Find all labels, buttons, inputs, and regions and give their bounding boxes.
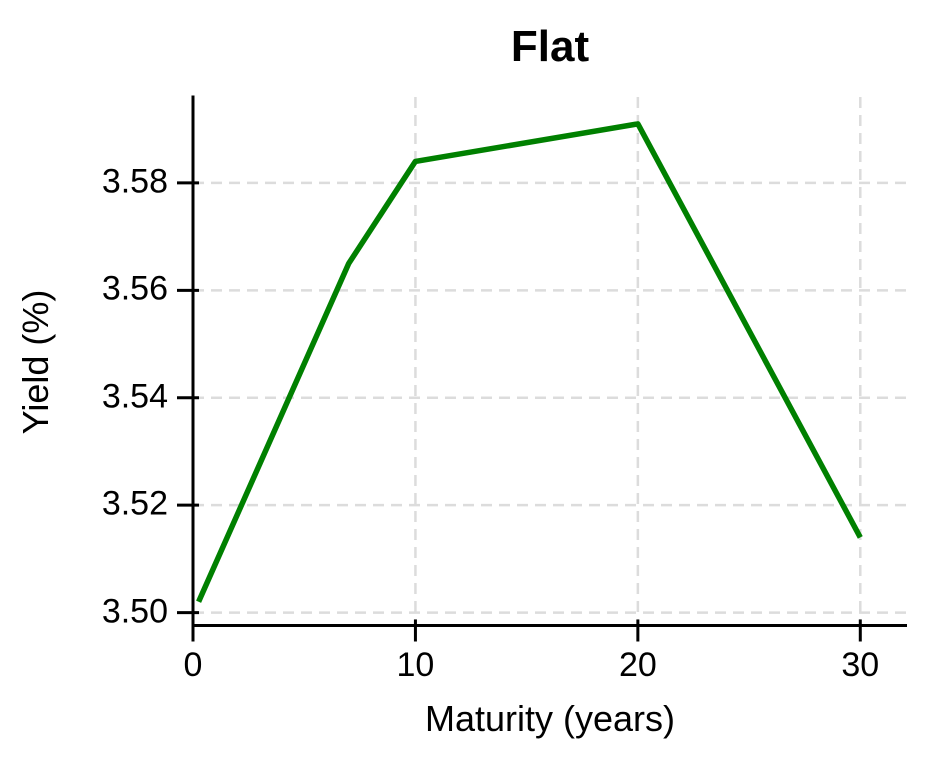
y-tick-label: 3.58: [101, 162, 168, 201]
x-axis-label: Maturity (years): [424, 698, 676, 739]
y-axis-label: Yield (%): [15, 289, 56, 435]
x-tick-label: 0: [183, 646, 203, 684]
x-tick-label: 30: [841, 646, 880, 684]
grid-lines: [191, 97, 907, 626]
data-line-yield-curve: [196, 121, 863, 603]
y-tick-label: 3.50: [101, 592, 168, 631]
y-tick-label: 3.52: [101, 484, 168, 523]
chart-title: Flat: [510, 22, 590, 71]
y-tick-label: 3.56: [101, 270, 168, 309]
x-tick-label: 20: [618, 646, 657, 684]
y-tick-label: 3.54: [101, 377, 168, 416]
tick-marks: [177, 181, 862, 642]
x-tick-label: 10: [396, 646, 435, 684]
